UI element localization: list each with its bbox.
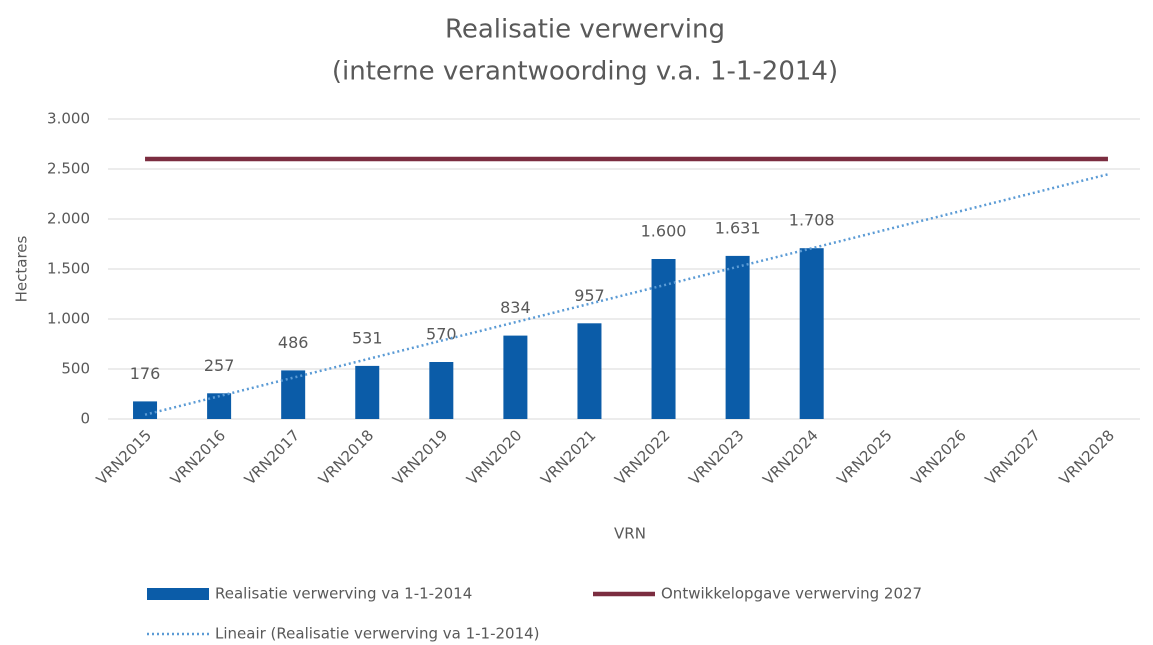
y-tick-label: 3.000 [47,110,90,128]
x-tick-label: VRN2028 [1056,426,1118,488]
data-label: 834 [500,298,531,317]
data-label: 957 [574,286,605,305]
x-tick-label: VRN2016 [167,426,229,488]
y-tick-label: 2.500 [47,160,90,178]
y-tick-label: 1.000 [47,310,90,328]
y-axis-label: Hectares [13,235,31,302]
bar [651,259,676,419]
bar [207,393,232,419]
data-label: 1.631 [715,218,761,237]
x-tick-label: VRN2019 [389,426,451,488]
chart-title: Realisatie verwerving [445,15,725,45]
x-tick-label: VRN2018 [315,426,377,488]
bar [133,401,158,419]
x-tick-label: VRN2021 [537,426,599,488]
x-tick-label: VRN2015 [93,426,155,488]
bar [577,323,602,419]
legend-swatch [147,588,209,600]
y-tick-label: 2.000 [47,210,90,228]
y-tick-label: 1.500 [47,260,90,278]
bar [725,255,750,419]
legend-label: Lineair (Realisatie verwerving va 1-1-20… [215,625,540,643]
x-tick-label: VRN2024 [759,426,821,488]
data-label: 1.600 [641,222,687,241]
data-label: 257 [204,356,235,375]
x-tick-label: VRN2022 [611,426,673,488]
x-tick-label: VRN2017 [241,426,303,488]
data-label: 531 [352,328,383,347]
y-tick-label: 0 [80,410,90,428]
bar [799,248,824,419]
bar [281,370,306,419]
legend-label: Realisatie verwerving va 1-1-2014 [215,585,472,603]
x-tick-label: VRN2025 [833,426,895,488]
legend-label: Ontwikkelopgave verwerving 2027 [661,585,922,603]
data-label: 176 [130,364,161,383]
x-tick-label: VRN2023 [685,426,747,488]
chart-subtitle: (interne verantwoording v.a. 1-1-2014) [332,57,838,87]
bar [429,362,454,419]
data-label: 486 [278,333,309,352]
bar [355,365,380,419]
x-tick-label: VRN2026 [908,426,970,488]
data-label: 570 [426,325,457,344]
y-tick-label: 500 [61,360,90,378]
x-tick-label: VRN2027 [982,426,1044,488]
x-axis-label: VRN [614,525,646,543]
bar [503,335,528,419]
trend-line [144,173,1109,416]
data-label: 1.708 [789,211,835,230]
x-tick-label: VRN2020 [463,426,525,488]
